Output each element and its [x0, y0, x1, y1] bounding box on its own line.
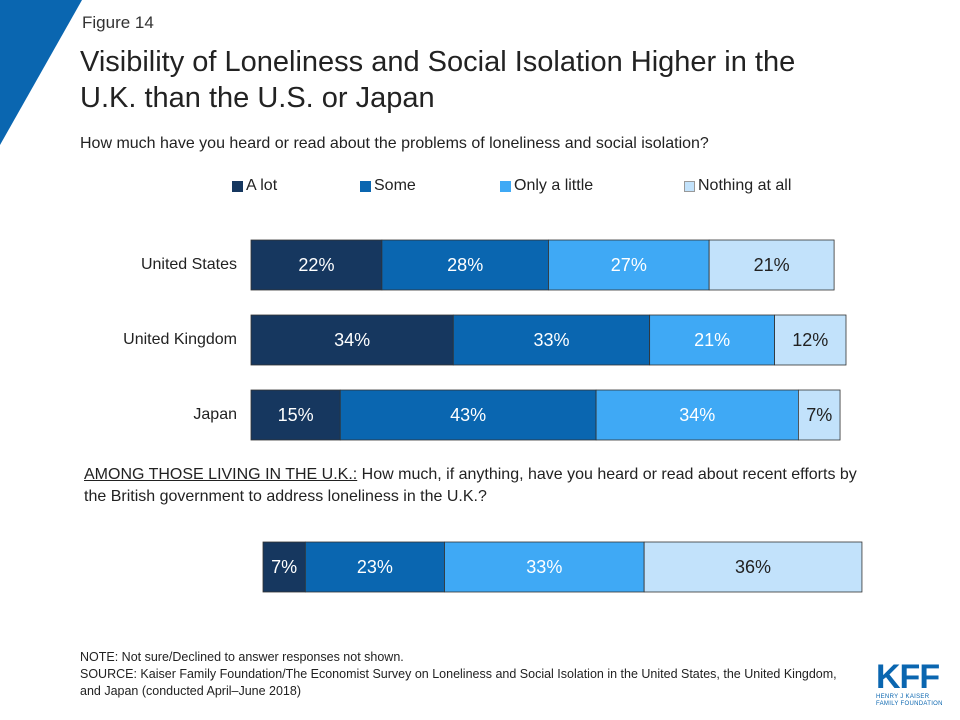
question-rest: How much, if anything, have you heard or… — [84, 466, 857, 505]
legend-swatch-some — [360, 180, 371, 192]
uk-bar-nothing-at-all-0 — [643, 541, 863, 593]
main-bar-a-lot-0 — [250, 239, 383, 291]
main-bar-some-2 — [339, 389, 597, 441]
legend-item-nothing: Nothing at all — [684, 177, 791, 195]
legend-swatch-a-lot — [232, 180, 243, 192]
main-bar-a-lot-1 — [250, 314, 454, 366]
legend-item-some: Some — [360, 177, 416, 195]
uk-bar-only-a-little-0 — [444, 541, 645, 593]
main-data-label-some-2: 43% — [450, 405, 486, 425]
main-data-label-only-a-little-2: 34% — [679, 405, 715, 425]
question-lead: AMONG THOSE LIVING IN THE U.K.: — [84, 466, 358, 483]
survey-question: How much have you heard or read about th… — [80, 135, 709, 152]
source-text: SOURCE: Kaiser Family Foundation/The Eco… — [80, 667, 837, 698]
main-data-label-a-lot-0: 22% — [298, 255, 334, 275]
main-bar-some-0 — [381, 239, 549, 291]
note-text: NOTE: Not sure/Declined to answer respon… — [80, 650, 404, 664]
uk-data-label-a-lot-0: 7% — [271, 557, 297, 577]
legend: A lot Some Only a little Nothing at all — [0, 177, 960, 197]
category-label-united-kingdom: United Kingdom — [123, 331, 237, 348]
main-data-label-some-1: 33% — [533, 330, 569, 350]
chart-title: Visibility of Loneliness and Social Isol… — [80, 46, 796, 114]
category-label-japan: Japan — [193, 406, 237, 423]
survey-question-uk: AMONG THOSE LIVING IN THE U.K.: How much… — [84, 464, 864, 508]
main-data-label-only-a-little-1: 21% — [694, 330, 730, 350]
legend-item-a-lot: A lot — [232, 177, 277, 195]
footnote: NOTE: Not sure/Declined to answer respon… — [80, 649, 860, 700]
main-bar-nothing-at-all-0 — [708, 239, 835, 291]
uk-data-label-nothing-at-all-0: 36% — [735, 557, 771, 577]
main-bar-only-a-little-0 — [548, 239, 710, 291]
main-data-label-nothing-at-all-1: 12% — [792, 330, 828, 350]
uk-data-label-some-0: 23% — [357, 557, 393, 577]
kff-logo: KFF HENRY J KAISER FAMILY FOUNDATION — [876, 660, 946, 708]
main-data-label-nothing-at-all-2: 7% — [806, 405, 832, 425]
legend-label: Nothing at all — [698, 177, 792, 194]
main-data-label-only-a-little-0: 27% — [611, 255, 647, 275]
main-bar-only-a-little-1 — [649, 314, 776, 366]
main-bar-a-lot-2 — [250, 389, 341, 441]
main-data-label-nothing-at-all-0: 21% — [754, 255, 790, 275]
corner-accent — [0, 0, 82, 145]
main-bar-nothing-at-all-1 — [774, 314, 847, 366]
main-data-label-a-lot-1: 34% — [334, 330, 370, 350]
legend-item-only-a-little: Only a little — [500, 177, 593, 195]
uk-bar-a-lot-0 — [262, 541, 306, 593]
logo-line2: FAMILY FOUNDATION — [876, 701, 943, 707]
logo-line1: HENRY J KAISER — [876, 694, 930, 700]
main-bar-some-1 — [452, 314, 651, 366]
legend-swatch-only-a-little — [500, 180, 511, 192]
legend-swatch-nothing — [684, 180, 695, 192]
uk-data-label-only-a-little-0: 33% — [526, 557, 562, 577]
main-data-label-a-lot-2: 15% — [278, 405, 314, 425]
main-bar-nothing-at-all-2 — [798, 389, 841, 441]
category-label-united-states: United States — [140, 256, 237, 273]
figure-label: Figure 14 — [82, 13, 154, 32]
main-bar-only-a-little-2 — [595, 389, 799, 441]
main-data-label-some-0: 28% — [447, 255, 483, 275]
legend-label: Some — [374, 177, 416, 194]
logo-mark: KFF — [876, 658, 940, 696]
uk-bar-some-0 — [304, 541, 445, 593]
legend-label: A lot — [246, 177, 278, 194]
legend-label: Only a little — [514, 177, 594, 194]
